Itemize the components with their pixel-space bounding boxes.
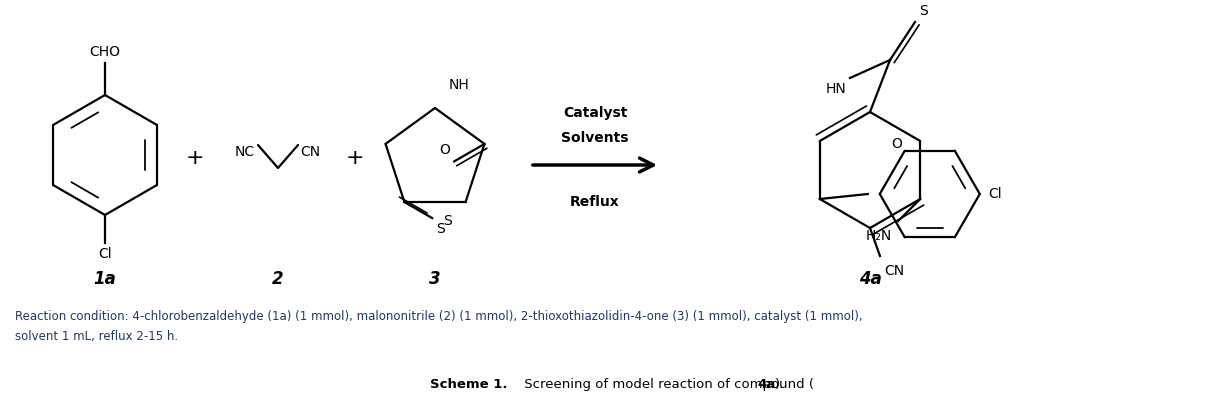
Text: 2: 2 <box>272 270 283 288</box>
Text: solvent 1 mL, reflux 2-15 h.: solvent 1 mL, reflux 2-15 h. <box>15 330 178 343</box>
Text: Reflux: Reflux <box>571 195 620 209</box>
Text: Reaction condition: 4-chlorobenzaldehyde (1a) (1 mmol), malononitrile (2) (1 mmo: Reaction condition: 4-chlorobenzaldehyde… <box>15 310 863 323</box>
Text: S: S <box>443 214 452 228</box>
Text: Cl: Cl <box>98 247 112 261</box>
Text: +: + <box>346 148 364 168</box>
Text: CN: CN <box>883 264 904 278</box>
Text: Scheme 1.: Scheme 1. <box>429 378 508 391</box>
Text: O: O <box>439 143 450 158</box>
Text: NH: NH <box>449 78 470 92</box>
Text: +: + <box>185 148 205 168</box>
Text: CN: CN <box>299 145 320 159</box>
Text: S: S <box>436 222 445 236</box>
Text: 4a: 4a <box>757 378 775 391</box>
Text: ).: ). <box>775 378 784 391</box>
Text: CHO: CHO <box>90 45 120 59</box>
Text: Solvents: Solvents <box>561 131 628 145</box>
Text: 4a: 4a <box>859 270 881 288</box>
Text: Screening of model reaction of compound (: Screening of model reaction of compound … <box>520 378 814 391</box>
Text: S: S <box>919 4 928 18</box>
Text: Cl: Cl <box>988 187 1001 201</box>
Text: 1a: 1a <box>93 270 117 288</box>
Text: H₂N: H₂N <box>866 229 892 243</box>
Text: 3: 3 <box>429 270 440 288</box>
Text: NC: NC <box>236 145 255 159</box>
Text: Catalyst: Catalyst <box>563 106 627 120</box>
Text: HN: HN <box>826 82 845 96</box>
Text: O: O <box>891 137 902 151</box>
